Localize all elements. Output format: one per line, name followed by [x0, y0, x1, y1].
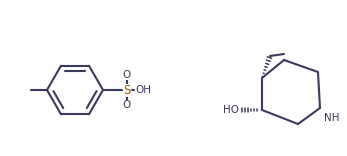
Text: HO: HO	[223, 105, 239, 115]
Text: O: O	[123, 100, 131, 110]
Text: S: S	[123, 83, 131, 97]
Text: O: O	[123, 70, 131, 80]
Text: OH: OH	[135, 85, 151, 95]
Text: NH: NH	[324, 113, 339, 123]
